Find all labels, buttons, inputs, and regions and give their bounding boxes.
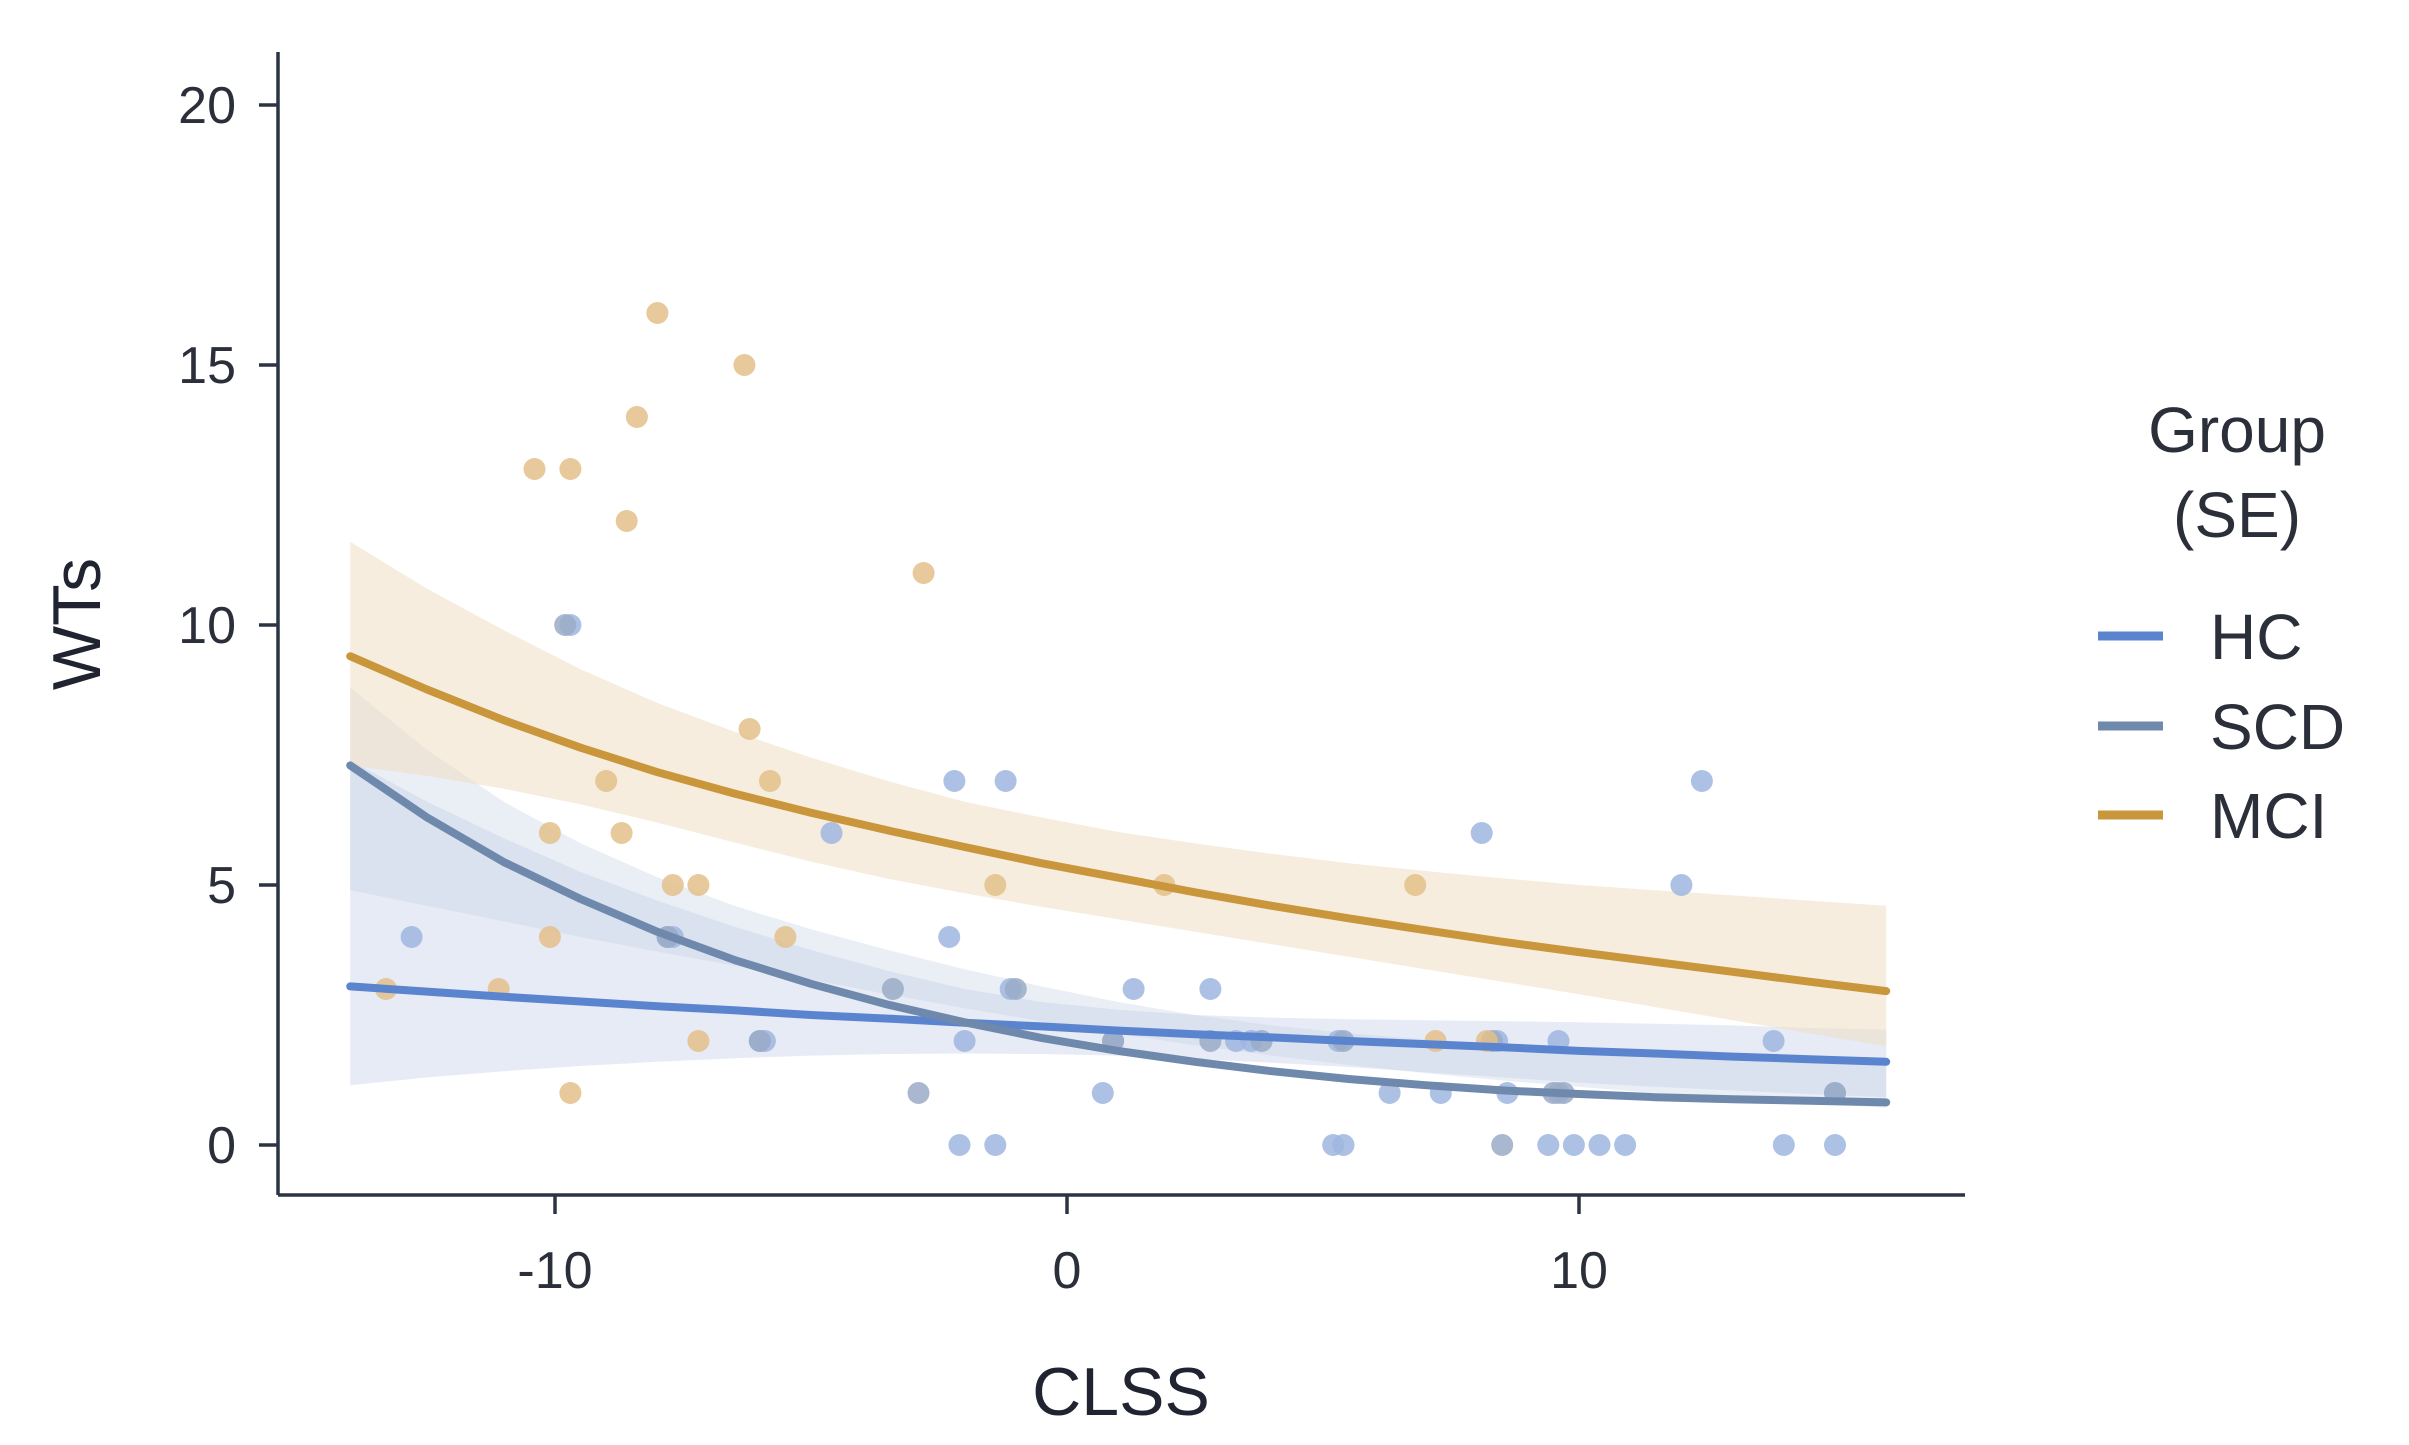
point-hc xyxy=(953,1030,976,1052)
legend-title-line1: Group xyxy=(2148,394,2326,466)
point-hc xyxy=(1562,1134,1585,1156)
x-tick-label: -10 xyxy=(517,1242,592,1300)
point-hc xyxy=(1332,1134,1355,1156)
point-mci xyxy=(559,1082,582,1104)
y-axis-title: WTs xyxy=(39,558,115,690)
y-tick-label: 20 xyxy=(178,77,236,135)
point-mci xyxy=(733,354,756,376)
point-mci xyxy=(738,718,761,740)
point-mci xyxy=(523,458,546,480)
point-mci xyxy=(538,822,561,844)
legend-label-scd: SCD xyxy=(2210,691,2345,763)
point-hc xyxy=(938,926,961,948)
legend-label-mci: MCI xyxy=(2210,780,2327,852)
point-mci xyxy=(538,926,561,948)
point-hc xyxy=(1537,1134,1560,1156)
x-axis-title: CLSS xyxy=(1032,1354,1210,1430)
point-hc xyxy=(943,770,966,792)
point-hc xyxy=(1614,1134,1637,1156)
point-hc xyxy=(1824,1134,1846,1156)
point-scd xyxy=(1491,1134,1514,1156)
point-mci xyxy=(912,562,935,584)
x-axis-ticks: -10 0 10 xyxy=(517,1195,1608,1300)
legend-entries: HC SCD MCI xyxy=(2098,601,2345,852)
point-hc xyxy=(400,926,423,948)
point-hc xyxy=(1199,978,1222,1000)
legend-title-line2: (SE) xyxy=(2173,479,2301,551)
point-hc xyxy=(984,1134,1007,1156)
data-points xyxy=(375,302,1846,1156)
point-mci xyxy=(610,822,633,844)
point-mci xyxy=(759,770,781,792)
point-scd xyxy=(881,978,904,1000)
point-mci xyxy=(661,874,684,896)
point-mci xyxy=(559,458,582,480)
fit-line-scd xyxy=(346,761,1891,1107)
y-tick-label: 15 xyxy=(178,337,236,395)
point-mci xyxy=(687,1030,710,1052)
point-mci xyxy=(615,510,638,532)
point-hc xyxy=(1091,1082,1114,1104)
fit-lines xyxy=(346,652,1891,1107)
point-mci xyxy=(646,302,669,324)
point-hc xyxy=(1470,822,1493,844)
point-scd xyxy=(748,1030,771,1052)
y-tick-label: 5 xyxy=(207,857,236,915)
point-hc xyxy=(1772,1134,1795,1156)
point-mci xyxy=(1404,874,1427,896)
point-hc xyxy=(1670,874,1693,896)
point-scd xyxy=(1004,978,1027,1000)
point-hc xyxy=(1690,770,1713,792)
se-band-scd xyxy=(350,687,1887,1108)
point-hc xyxy=(1378,1082,1401,1104)
y-axis-ticks: 0 5 10 15 20 xyxy=(178,77,278,1175)
point-mci xyxy=(625,406,648,428)
point-hc xyxy=(994,770,1017,792)
x-tick-label: 10 xyxy=(1550,1242,1608,1300)
y-tick-label: 0 xyxy=(207,1117,236,1175)
point-scd xyxy=(907,1082,930,1104)
point-mci xyxy=(774,926,797,948)
fit-line-mci xyxy=(346,652,1891,996)
y-tick-label: 10 xyxy=(178,597,236,655)
point-hc xyxy=(820,822,843,844)
point-hc xyxy=(1762,1030,1785,1052)
point-hc xyxy=(1122,978,1145,1000)
legend: Group (SE) HC SCD MCI xyxy=(2098,394,2345,852)
point-scd xyxy=(554,614,577,636)
fit-line-hc xyxy=(346,982,1891,1066)
point-hc xyxy=(1588,1134,1611,1156)
x-tick-label: 0 xyxy=(1053,1242,1082,1300)
point-mci xyxy=(687,874,710,896)
point-mci xyxy=(984,874,1007,896)
point-mci xyxy=(595,770,618,792)
point-hc xyxy=(948,1134,971,1156)
legend-label-hc: HC xyxy=(2210,601,2302,673)
se-band-mci xyxy=(350,541,1887,1047)
